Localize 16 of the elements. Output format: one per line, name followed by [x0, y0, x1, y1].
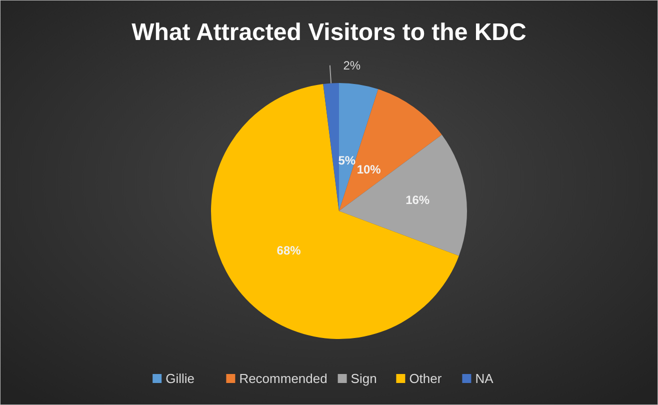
pie-slice	[339, 134, 467, 256]
pie-slice	[339, 89, 442, 211]
data-label: 5%	[338, 153, 356, 168]
legend-label: NA	[475, 371, 494, 386]
legend-label: Other	[409, 371, 442, 386]
data-label: 68%	[276, 244, 302, 258]
chart-title: What Attracted Visitors to the KDC	[132, 19, 526, 46]
pie-slice	[339, 83, 378, 211]
data-label: 2%	[343, 58, 361, 72]
pie-slice	[211, 84, 459, 339]
data-label: 16%	[406, 192, 430, 207]
pie-slice	[323, 83, 339, 211]
data-label: 10%	[356, 162, 382, 176]
legend-label: Sign	[350, 371, 377, 386]
legend-label: Gillie	[166, 371, 195, 386]
legend-label: Recommended	[239, 371, 328, 386]
